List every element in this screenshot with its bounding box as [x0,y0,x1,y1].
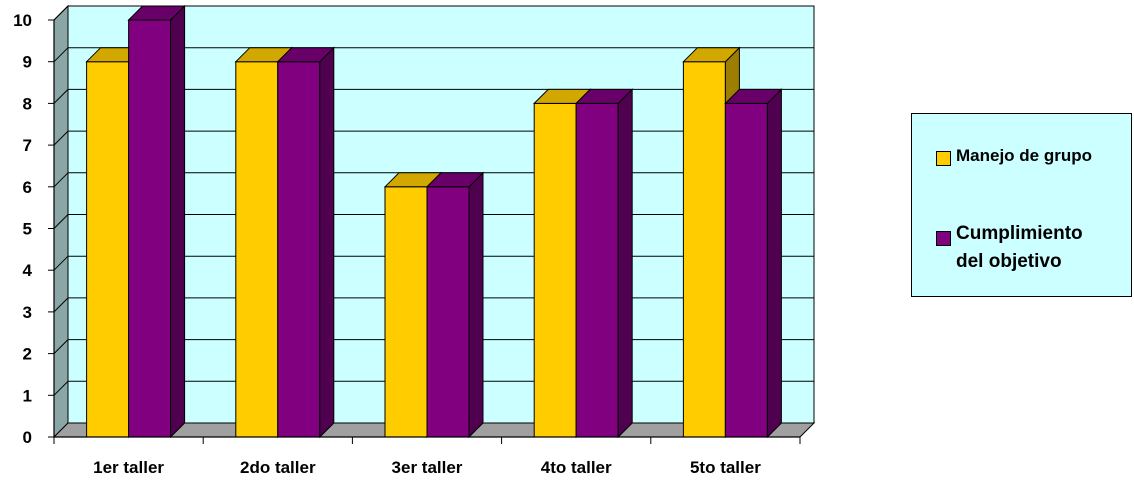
y-tick-label: 2 [23,345,32,364]
bar [724,88,783,439]
bar [127,4,186,439]
legend-swatch-purple [936,231,951,246]
x-axis-ticks: 1er taller 2do taller 3er taller 4to taller… [53,437,801,477]
bar-front [235,61,279,438]
bars [85,4,783,439]
gridline-side [53,130,69,146]
gridline-side [53,297,69,313]
bar-front [426,186,470,438]
bar [574,88,634,439]
gridline-side [53,339,69,354]
y-tick-label: 9 [23,53,32,72]
bar [425,171,485,439]
y-tick-label: 4 [23,261,33,280]
bar-front [682,61,726,438]
x-tick-label: 2do taller [240,458,316,477]
y-tick-label: 5 [23,220,32,239]
y-tick-label: 3 [23,303,32,322]
bar-front [575,102,619,438]
bar [276,46,336,439]
legend-item-cumplimiento-del-objetivo: Cumplimiento del objetivo [936,223,1106,276]
x-tick-label: 1er taller [93,458,164,477]
x-tick-label: 3er taller [392,458,463,477]
y-tick-label: 6 [23,178,32,197]
gridline-side [53,172,69,188]
bar-front [277,61,321,438]
bar-top [724,88,783,104]
x-tick-label: 5to taller [690,458,761,477]
gridline-side [53,380,69,396]
bar-side [319,46,335,439]
y-tick-label: 0 [23,428,32,447]
bar-front [724,102,768,438]
bar-top [574,88,634,104]
legend-label: Manejo de grupo [956,146,1092,165]
legend-label: Cumplimiento del objetivo [956,223,1083,272]
gridline-side [53,5,69,21]
gridline-side [53,255,69,271]
bar-side [468,171,484,439]
bar-front [86,61,130,438]
gridline-side [53,47,69,63]
bar-front [384,186,428,438]
gridline-side [53,214,69,229]
bar-top [276,47,336,63]
bar-top [127,5,186,21]
legend-swatch-yellow [936,151,951,166]
gridline-side [53,89,69,104]
bar-front [533,102,577,438]
y-tick-label: 8 [23,94,32,113]
bar-side [766,88,782,439]
bar-front [128,19,172,438]
x-tick-label: 4to taller [541,458,612,477]
y-tick-label: 1 [23,386,32,405]
y-axis-ticks: 0 1 2 3 4 5 6 7 8 9 10 [13,11,54,447]
legend: Manejo de grupo Cumplimiento del objetiv… [911,113,1132,297]
bar-side [170,4,186,439]
bar-side [617,88,633,439]
y-tick-label: 7 [23,136,32,155]
bar-top [682,47,741,63]
legend-item-manejo-de-grupo: Manejo de grupo [936,146,1092,166]
y-tick-label: 10 [13,11,32,30]
bar-top [425,172,485,188]
